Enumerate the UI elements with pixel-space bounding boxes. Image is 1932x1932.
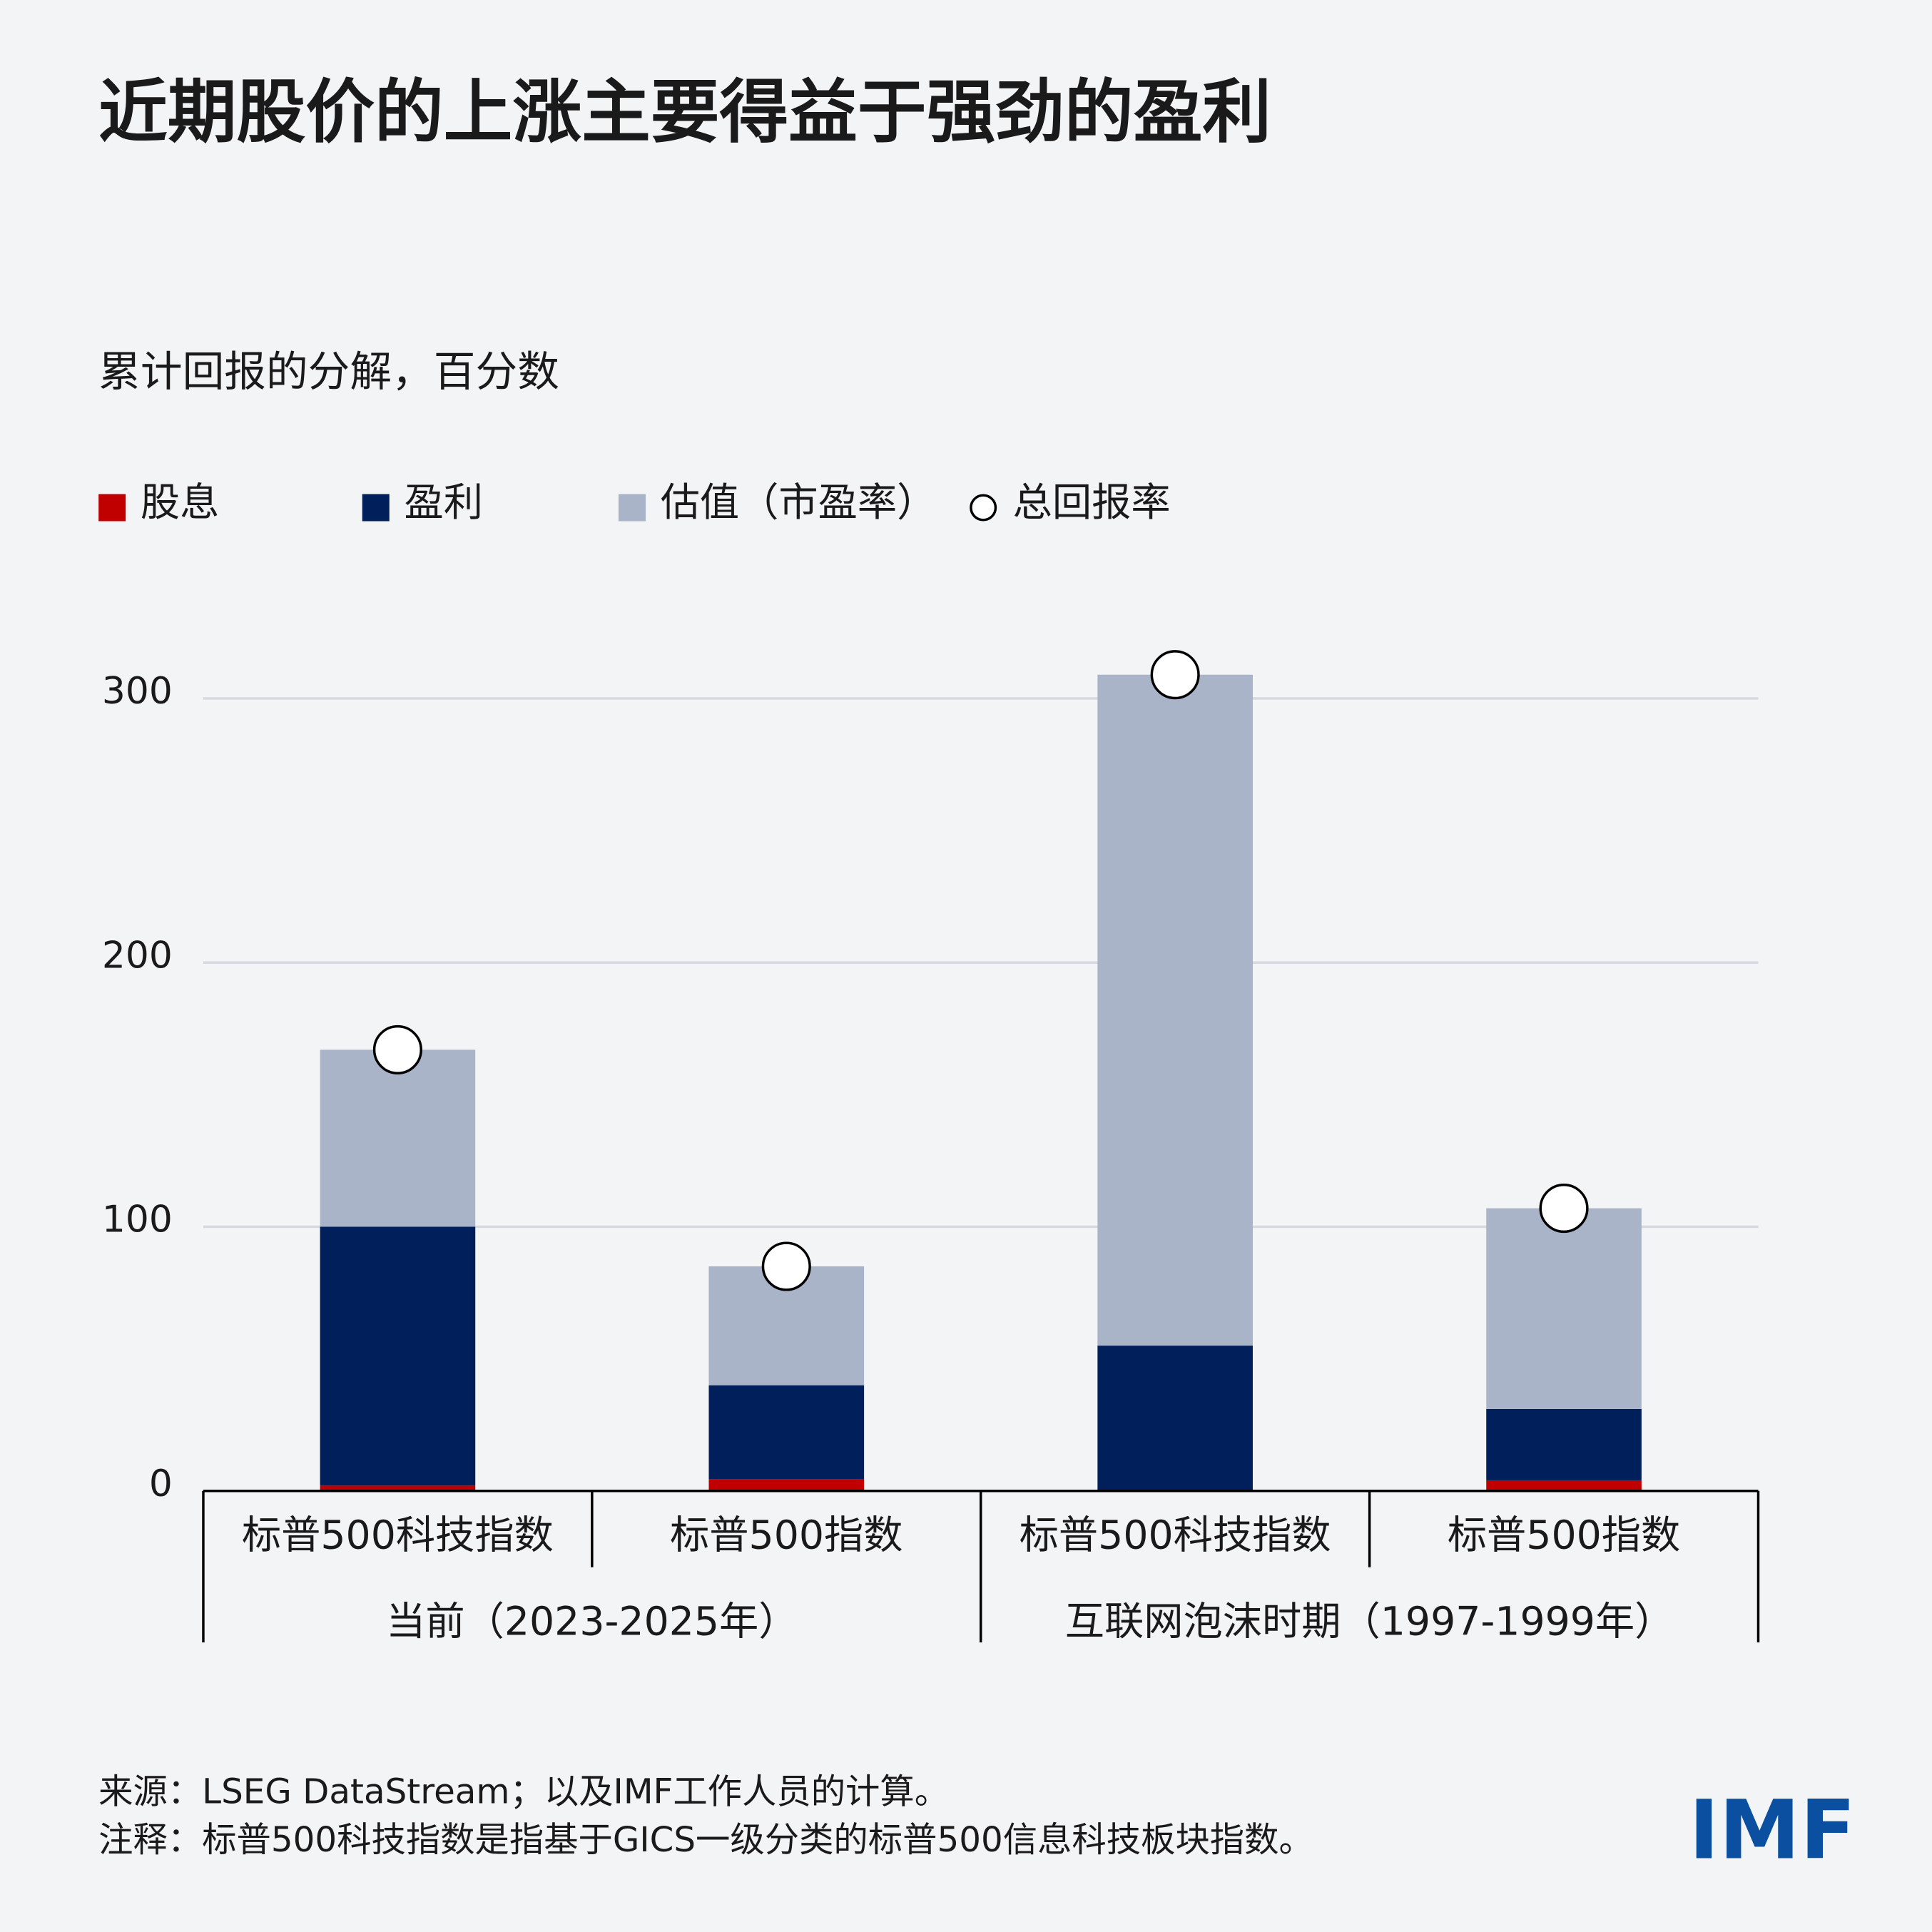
bar-segment [1097, 1346, 1253, 1491]
bar-segment [1486, 1480, 1642, 1491]
source: 来源：LSEG DataStream；以及IMF工作人员的计算。 [98, 1772, 949, 1812]
note: 注释：标普500科技指数是指基于GICS一级分类的标普500信息科技板块指数。 [98, 1820, 1313, 1860]
group-label: 当前（2023-2025年） [386, 1599, 798, 1644]
bar-segment [708, 1385, 865, 1480]
legend-label: 股息 [141, 480, 219, 526]
x-tick-label: 标普500指数 [670, 1512, 903, 1558]
legend-swatch [362, 494, 390, 522]
legend-label: 盈利 [404, 480, 483, 526]
legend-label: 总回报率 [1013, 480, 1171, 526]
x-tick-label: 标普500科技指数 [1020, 1512, 1331, 1558]
y-tick-label: 100 [102, 1199, 173, 1241]
legend-swatch [98, 494, 126, 522]
chart-title: 近期股价的上涨主要得益于强劲的盈利 [98, 71, 1271, 152]
legend-label: 估值（市盈率） [661, 480, 937, 526]
logo: IMF [1689, 1783, 1856, 1878]
y-tick-label: 300 [102, 670, 173, 713]
y-tick-label: 0 [149, 1463, 173, 1505]
legend-swatch [618, 494, 646, 522]
bar-segment [320, 1485, 476, 1491]
group-label: 互联网泡沫时期（1997-1999年） [1065, 1599, 1674, 1644]
bar-segment [708, 1479, 865, 1491]
y-tick-label: 200 [102, 934, 173, 977]
bar-segment [320, 1226, 476, 1486]
total-marker [372, 1025, 422, 1074]
bar-segment [1486, 1408, 1642, 1480]
bar-segment [1097, 674, 1253, 1346]
x-tick-label: 标普500指数 [1448, 1512, 1680, 1558]
total-marker [1150, 650, 1200, 700]
subtitle: 累计回报的分解，百分数 [98, 347, 559, 396]
legend-marker [970, 494, 997, 522]
bar-segment [320, 1049, 476, 1227]
total-marker [761, 1241, 811, 1291]
x-tick-label: 标普500科技指数 [242, 1512, 554, 1558]
total-marker [1539, 1184, 1589, 1234]
bar-segment [1486, 1208, 1642, 1409]
